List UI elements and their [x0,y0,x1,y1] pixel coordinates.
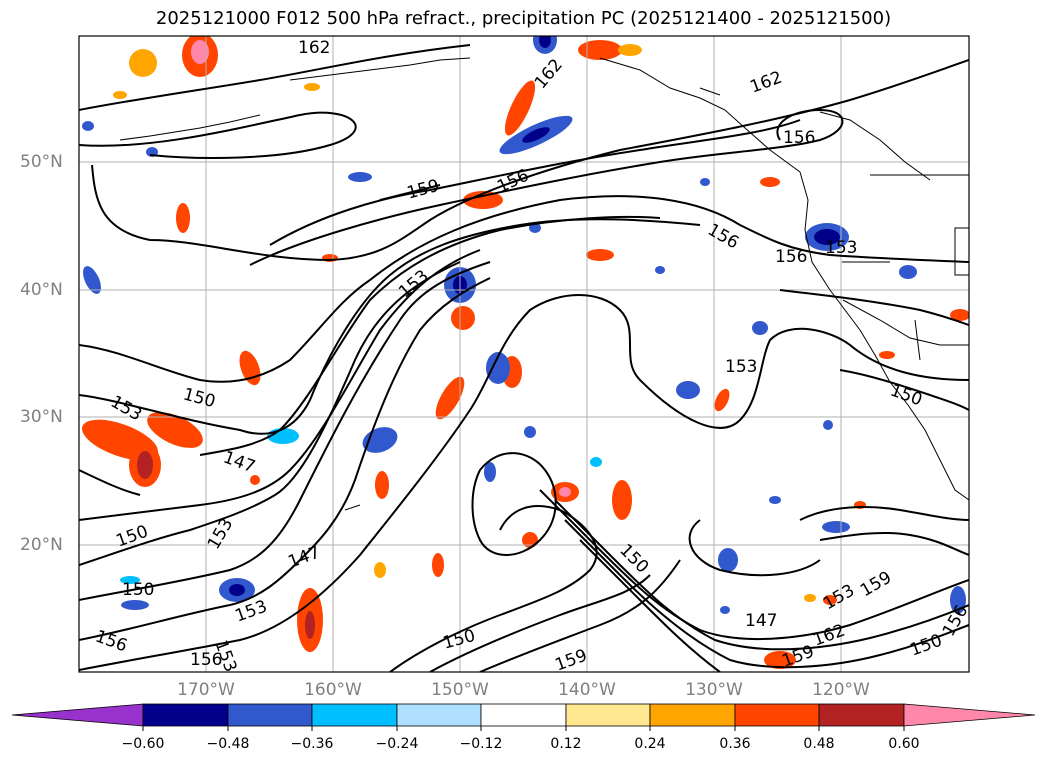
colorbar-tick-label: −0.24 [375,736,419,752]
colorbar-segment [903,703,1036,727]
contour-label: 156 [783,128,816,148]
lon-label: 150°W [431,680,489,700]
lon-label: 120°W [812,680,870,700]
colorbar-segment [11,703,144,727]
colorbar-tick-label: −0.48 [206,736,250,752]
colorbar-segment [649,703,736,727]
lon-label: 170°W [177,680,235,700]
colorbar-segment [396,703,482,727]
lon-label: 140°W [558,680,616,700]
colorbar-tick-label: 0.24 [634,736,666,752]
colorbar-segment [227,703,313,727]
colorbar-segment [311,703,398,727]
lat-label: 20°N [20,535,63,555]
colorbar-tick-label: −0.60 [121,736,165,752]
colorbar-tick-label: −0.12 [459,736,503,752]
contour-lines [79,44,969,672]
map-title: 2025121000 F012 500 hPa refract., precip… [155,8,892,29]
lat-label: 40°N [20,280,63,300]
contour-label: 162 [298,38,331,58]
contour-label: 153 [825,238,858,258]
graticule [79,36,969,672]
colorbar-segment [142,703,229,727]
colorbar-tick-label: −0.36 [290,736,334,752]
lon-label: 160°W [304,680,362,700]
colorbar-segment [480,703,567,727]
colorbar-tick-label: 0.48 [803,736,835,752]
contour-label: 150 [122,580,155,600]
colorbar-tick-label: 0.12 [550,736,582,752]
colorbar-tick-label: 0.36 [719,736,751,752]
lat-label: 30°N [20,407,63,427]
colorbar-segment [734,703,820,727]
map-frame [78,35,970,673]
contour-label: 156 [775,247,808,267]
colorbar [11,703,1036,731]
contour-label: 153 [725,357,758,377]
colorbar-segment [818,703,905,727]
colorbar-tick-label: 0.60 [888,736,920,752]
contour-label: 147 [745,611,778,631]
colorbar-segment [565,703,651,727]
lat-label: 50°N [20,152,63,172]
coastlines [119,57,969,511]
lon-label: 130°W [685,680,743,700]
contour-label: 156 [190,650,223,670]
